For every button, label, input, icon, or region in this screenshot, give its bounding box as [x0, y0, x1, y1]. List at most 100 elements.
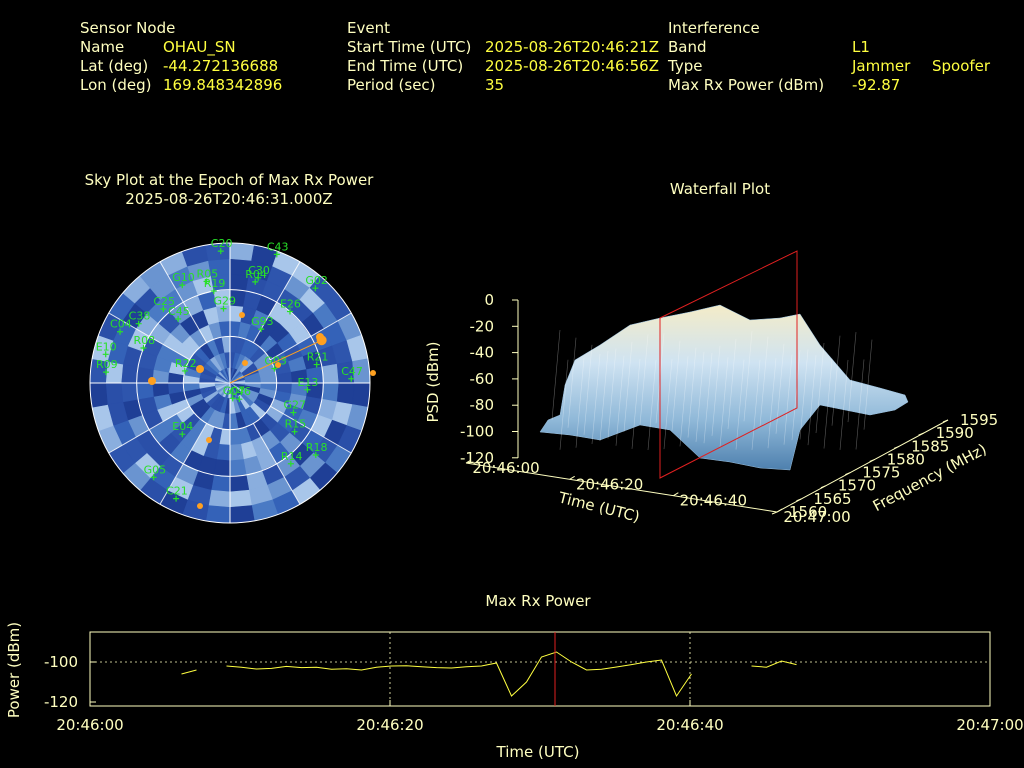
satellite-label: C45 [168, 305, 190, 318]
time-tick [569, 475, 575, 480]
skyplot-interference-direction [229, 339, 322, 384]
satellite-g07: G07 [223, 384, 245, 402]
interference-type-jammer: Jammer [852, 57, 911, 75]
waterfall-title: Waterfall Plot [669, 180, 771, 198]
waterfall-ridge [647, 359, 657, 451]
sensor-name-value: OHAU_SN [163, 38, 236, 56]
maxpower-frame [89, 631, 991, 707]
frequency-tick-label: 1580 [887, 450, 925, 468]
waterfall-ridge [615, 355, 625, 446]
satellite-marker [286, 308, 293, 315]
satellite-marker [181, 367, 188, 374]
satellite-label: R22 [175, 357, 197, 370]
maxpower-y-tick-label: -100 [44, 653, 78, 671]
skyplot-spoke [108, 312, 190, 361]
psd-axis-title: PSD (dBm) [424, 341, 442, 422]
satellite-r18: R18 [306, 441, 327, 458]
satellite-r21: R21 [307, 351, 329, 368]
satellite-label: C20 [211, 237, 233, 250]
waterfall-ridge [687, 347, 697, 438]
satellite-marker [140, 345, 147, 352]
waterfall-ridge [567, 337, 577, 428]
satellite-marker [210, 288, 217, 295]
waterfall-ridge [775, 343, 785, 434]
interference-power-value: -92.87 [852, 76, 901, 94]
waterfall-ridge [607, 348, 617, 439]
satellite-c21: C21 [166, 485, 188, 502]
maxpower-line-segment [751, 660, 797, 668]
maxpower-grid [89, 632, 991, 706]
interference-heading: Interference [668, 19, 760, 37]
satellite-label: R15 [285, 418, 307, 431]
satellite-r05: R05 [197, 267, 218, 285]
waterfall-ridge [831, 335, 841, 426]
psd-tick-label: -60 [470, 370, 495, 388]
interference-power-label: Max Rx Power (dBm) [668, 76, 825, 94]
satellite-label: R19 [204, 277, 226, 290]
waterfall-ridge [719, 357, 729, 448]
sensor-lat-label: Lat (deg) [80, 57, 149, 75]
time-tick [673, 492, 679, 497]
satellite-marker [173, 495, 180, 502]
frequency-tick [869, 458, 875, 462]
waterfall-ridge [575, 357, 585, 448]
event-start-label: Start Time (UTC) [347, 38, 472, 56]
satellite-marker [203, 278, 210, 285]
time-tick-label: 20:46:00 [472, 459, 539, 477]
interference-marker [197, 503, 203, 509]
skyplot-spoke [159, 423, 208, 505]
satellite-g27: G27 [283, 399, 306, 416]
frequency-tick [918, 432, 924, 436]
satellite-marker [271, 365, 278, 372]
satellite-r04: R04 [245, 268, 267, 285]
maxpower-line-segment [226, 651, 692, 698]
waterfall-ridge [551, 329, 561, 421]
interference-marker [206, 437, 212, 443]
interference-marker [275, 362, 281, 368]
satellite-g02: G02 [305, 274, 328, 292]
frequency-tick-label: 1585 [911, 437, 949, 455]
skyplot-spoke [270, 312, 352, 361]
satellite-c43: C43 [267, 240, 289, 258]
waterfall-ridge [583, 344, 593, 435]
event-end-value: 2025-08-26T20:46:56Z [485, 57, 659, 75]
interference-type-label: Type [668, 57, 703, 75]
waterfall-ridge [847, 332, 857, 423]
waterfall-ridge [799, 349, 809, 440]
skyplot-spoke [108, 405, 190, 454]
frequency-tick [796, 498, 802, 502]
skyplot-spoke [252, 423, 301, 505]
frequency-tick-label: 1560 [789, 503, 827, 521]
event-period-value: 35 [485, 76, 505, 94]
psd-tick-label: 0 [484, 291, 494, 309]
frequency-tick-label: 1570 [838, 477, 876, 495]
skyplot-spoke [159, 261, 208, 343]
satellite-label: G27 [283, 399, 306, 412]
satellite-marker [291, 428, 298, 435]
satellite-g05: G05 [144, 463, 167, 481]
waterfall-ridge [759, 336, 769, 427]
satellite-label: R21 [307, 351, 329, 364]
frequency-tick [893, 445, 900, 449]
satellite-marker [252, 278, 259, 285]
satellite-marker [290, 409, 297, 416]
waterfall-ridge [623, 341, 633, 432]
satellite-marker [175, 315, 182, 322]
waterfall-ridge [807, 355, 817, 446]
satellite-c47: C47 [341, 365, 363, 382]
time-tick-label: 20:46:40 [680, 492, 747, 510]
sensor-lon-label: Lon (deg) [80, 76, 152, 94]
satellite-r22: R22 [175, 357, 197, 374]
waterfall-epoch-plane-frame [659, 250, 798, 479]
waterfall-ridge [591, 353, 601, 444]
satellite-marker [103, 369, 110, 376]
satellite-r15: R15 [285, 418, 307, 435]
time-tick-label: 20:46:20 [576, 475, 643, 493]
satellite-marker [312, 285, 319, 292]
satellite-label: R09 [96, 358, 118, 371]
frequency-tick-label: 1575 [862, 464, 900, 482]
satellite-label: G05 [144, 463, 167, 476]
interference-band-label: Band [668, 38, 707, 56]
interference-band-value: L1 [852, 38, 870, 56]
